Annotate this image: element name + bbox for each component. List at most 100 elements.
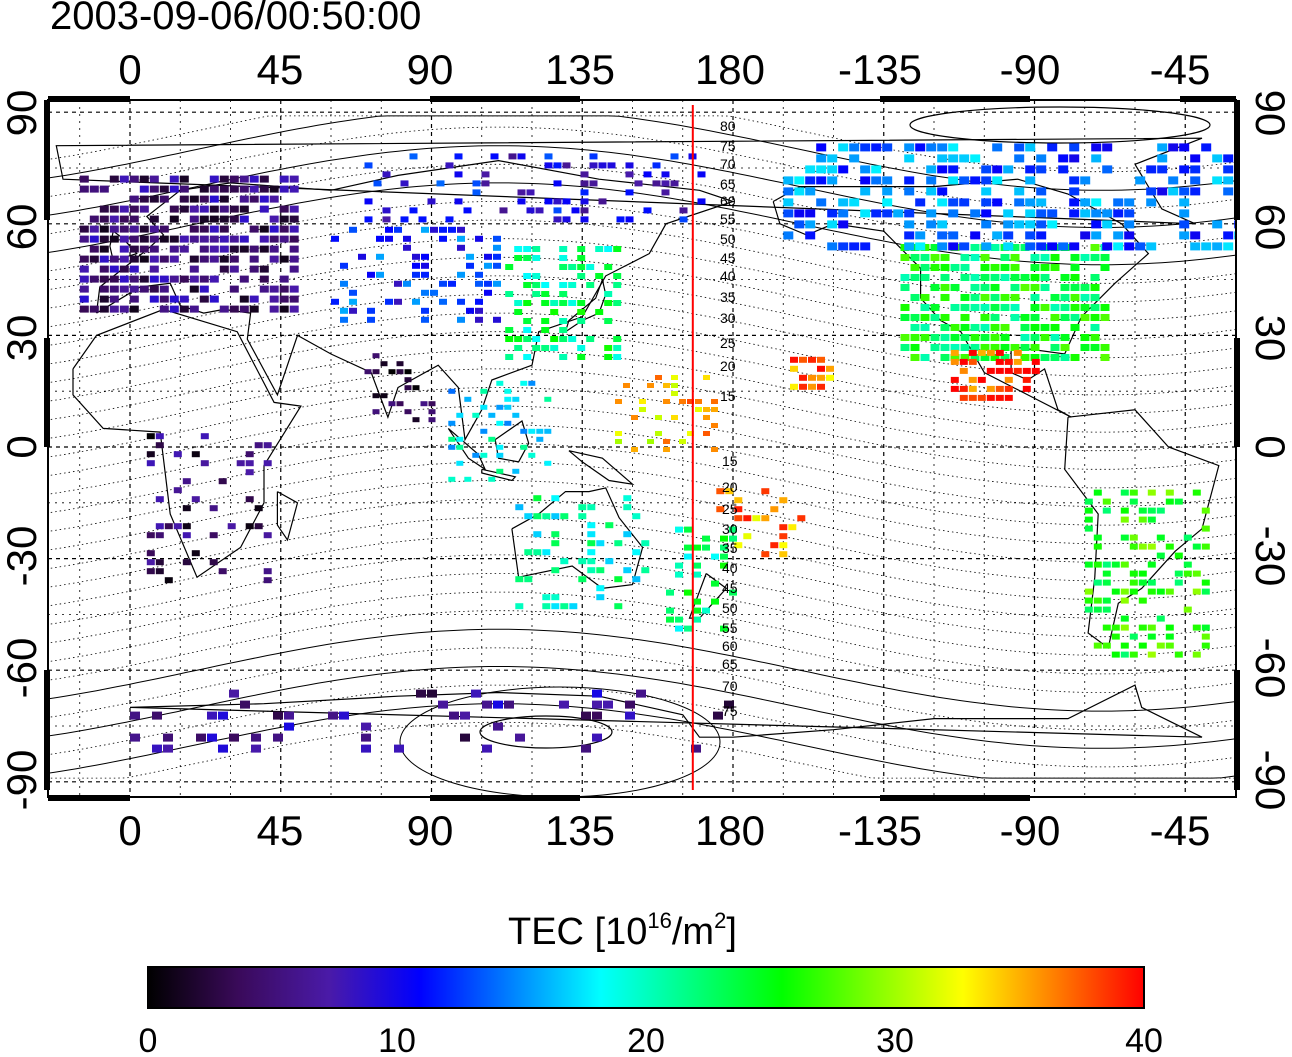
- tec-sample: [289, 175, 299, 183]
- tec-sample: [209, 185, 219, 193]
- tec-sample: [990, 284, 1000, 291]
- frame-tick: [44, 338, 50, 447]
- tec-sample: [159, 235, 169, 243]
- coastline: [481, 468, 517, 482]
- tec-sample: [647, 383, 654, 388]
- tec-sample: [559, 318, 568, 324]
- tec-sample: [761, 551, 770, 558]
- tec-sample: [990, 334, 1000, 341]
- tec-sample: [661, 171, 670, 178]
- tec-sample: [1031, 367, 1040, 374]
- tec-sample: [970, 284, 980, 291]
- tec-sample: [586, 336, 595, 342]
- tec-sample: [1080, 304, 1090, 311]
- tec-sample: [219, 205, 229, 213]
- tec-sample: [613, 300, 622, 306]
- tec-sample: [152, 711, 162, 720]
- tec-sample: [990, 354, 1000, 361]
- tec-sample: [679, 216, 688, 223]
- tec-sample: [992, 165, 1003, 174]
- tec-sample: [496, 452, 504, 458]
- tec-sample: [1070, 274, 1080, 281]
- tec-sample: [959, 198, 970, 207]
- tec-sample: [926, 176, 937, 185]
- tec-sample: [550, 300, 559, 306]
- tec-sample: [799, 356, 807, 363]
- lon-tick-label: -90: [1000, 46, 1061, 93]
- tec-sample: [249, 195, 259, 203]
- tec-sample: [1093, 489, 1102, 496]
- tec-sample: [493, 262, 501, 269]
- lat-ticks-right: 90 60 30 0 -30 -60 -90: [1247, 90, 1292, 811]
- tec-sample: [169, 275, 179, 283]
- tec-sample: [577, 273, 586, 279]
- tec-sample: [1080, 344, 1090, 351]
- tec-sample: [1111, 633, 1120, 640]
- tec-sample: [475, 298, 483, 305]
- tec-sample: [361, 722, 371, 731]
- tec-sample: [960, 354, 970, 361]
- tec-sample: [930, 284, 940, 291]
- tec-sample: [1090, 284, 1100, 291]
- tec-sample: [595, 246, 604, 252]
- tec-sample: [940, 274, 950, 281]
- tec-sample: [514, 336, 523, 342]
- tec-sample: [697, 198, 706, 205]
- lon-tick-label: 45: [257, 807, 304, 854]
- tec-sample: [229, 305, 239, 313]
- tec-sample: [992, 176, 1003, 185]
- tec-sample: [199, 205, 209, 213]
- tec-sample: [1070, 304, 1080, 311]
- tec-sample: [259, 235, 269, 243]
- tec-sample: [995, 349, 1004, 356]
- tec-sample: [587, 531, 596, 538]
- tec-sample: [364, 162, 373, 169]
- tec-sample: [711, 399, 718, 404]
- tec-sample: [515, 576, 524, 583]
- tec-sample: [1201, 579, 1210, 586]
- tec-sample: [1010, 254, 1020, 261]
- tec-sample: [1223, 154, 1234, 163]
- tec-sample: [827, 165, 838, 174]
- tec-sample: [1124, 231, 1135, 240]
- tec-sample: [904, 154, 915, 163]
- tec-sample: [209, 559, 218, 566]
- tec-sample: [99, 185, 109, 193]
- tec-sample: [849, 154, 860, 163]
- tec-sample: [1165, 498, 1174, 505]
- tec-sample: [1223, 187, 1234, 196]
- tec-sample: [562, 198, 571, 205]
- tec-sample: [926, 165, 937, 174]
- tec-sample: [1138, 516, 1147, 523]
- tec-sample: [910, 254, 920, 261]
- tec-sample: [589, 153, 598, 160]
- contour-label: 50: [722, 600, 738, 616]
- tec-sample: [1004, 385, 1013, 392]
- tec-sample: [948, 176, 959, 185]
- tec-sample: [981, 176, 992, 185]
- tec-sample: [684, 625, 692, 632]
- tec-sample: [179, 305, 189, 313]
- tec-sample: [421, 307, 429, 314]
- tec-sample: [139, 255, 149, 263]
- tec-sample: [1129, 579, 1138, 586]
- tec-sample: [79, 275, 89, 283]
- tec-sample: [930, 314, 940, 321]
- tec-sample: [625, 216, 634, 223]
- tec-sample: [1060, 294, 1070, 301]
- tec-sample: [89, 305, 99, 313]
- tec-sample: [693, 571, 701, 578]
- lon-tick-label: -135: [838, 807, 922, 854]
- tec-sample: [523, 354, 532, 360]
- tec-sample: [970, 244, 980, 251]
- tec-sample: [1010, 294, 1020, 301]
- tec-sample: [1223, 231, 1234, 240]
- tec-sample: [1060, 274, 1070, 281]
- tec-sample: [149, 275, 159, 283]
- frame-tick: [48, 96, 130, 102]
- tec-sample: [1138, 597, 1147, 604]
- tec-sample: [129, 245, 139, 253]
- tec-sample: [1050, 264, 1060, 271]
- tec-sample: [129, 265, 139, 273]
- tec-sample: [1146, 242, 1157, 251]
